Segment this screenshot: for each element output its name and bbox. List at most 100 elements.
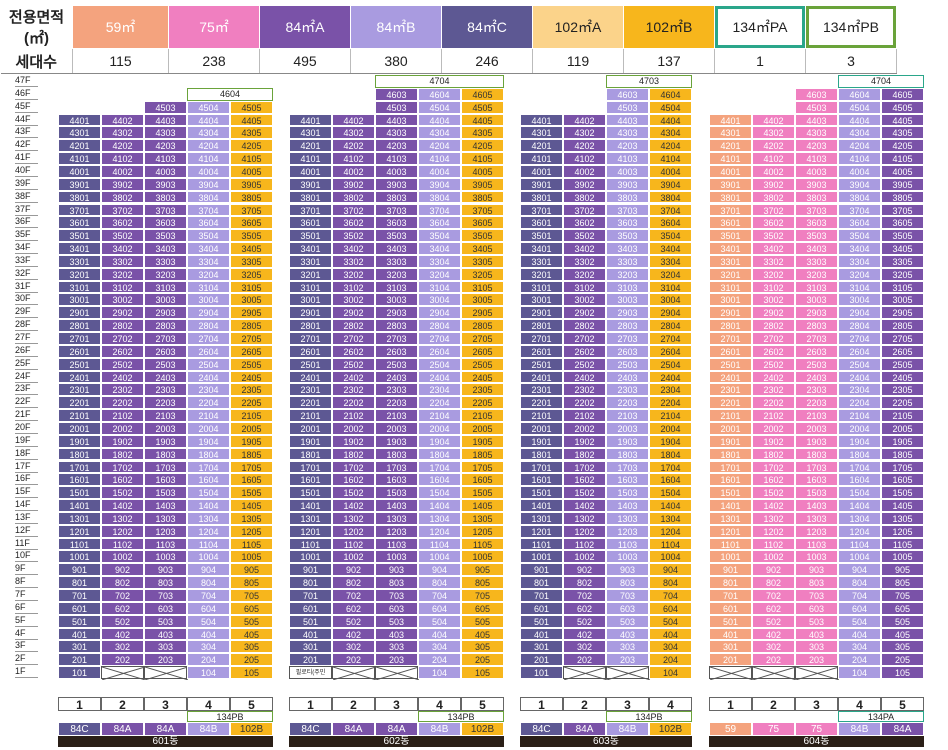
unit-cell: 2804 <box>838 319 881 332</box>
unit-cell: 3204 <box>838 267 881 281</box>
unit-cell: 4304 <box>187 126 230 140</box>
unit-cell: 1104 <box>838 537 881 551</box>
unit-cell: 604 <box>838 601 881 615</box>
unit-cell: 2004 <box>418 421 461 435</box>
unit-cell: 3103 <box>375 280 418 294</box>
unit-cell: 3404 <box>187 242 230 255</box>
unit-cell: 1501 <box>58 486 101 500</box>
unit-cell: 2004 <box>187 421 230 435</box>
unit-cell: 3504 <box>418 229 461 243</box>
unit-cell: 503 <box>795 614 838 628</box>
unit-cell: 4303 <box>606 126 649 140</box>
unit-cell: 4103 <box>375 152 418 165</box>
unit-cell: 4401 <box>289 113 332 127</box>
unit-cell: 702 <box>332 589 375 602</box>
unit-cell: 3501 <box>58 229 101 243</box>
unit-cell: 1601 <box>58 473 101 487</box>
pilotis-community-cell: 필로티(주민 <box>289 666 332 679</box>
unit-cell: 4003 <box>144 164 187 178</box>
unit-cell: 504 <box>838 614 881 628</box>
unit-cell: 2701 <box>58 332 101 345</box>
unit-cell: 101 <box>58 666 101 679</box>
unit-cell: 3005 <box>881 293 924 307</box>
unit-cell: 2202 <box>752 396 795 410</box>
floor-label: 24F <box>15 370 31 381</box>
unit-cell: 1404 <box>838 499 881 512</box>
unit-cell: 503 <box>606 614 649 628</box>
unit-cell: 4302 <box>563 126 606 140</box>
unit-cell: 1603 <box>606 473 649 487</box>
line-number: 3 <box>606 697 649 712</box>
unit-cell: 1005 <box>881 550 924 564</box>
unit-cell: 2103 <box>375 409 418 422</box>
unit-cell: 3905 <box>230 177 273 191</box>
unit-cell: 2902 <box>332 306 375 320</box>
unit-cell: 1503 <box>375 486 418 500</box>
unit-cell: 303 <box>606 640 649 654</box>
unit-cell: 4505 <box>881 100 924 114</box>
unit-cell: 405 <box>461 627 504 641</box>
unit-cell: 303 <box>375 640 418 654</box>
unit-cell: 1403 <box>144 499 187 512</box>
unit-cell: 3701 <box>289 203 332 217</box>
unit-cell: 601 <box>520 601 563 615</box>
floor-label: 30F <box>15 293 31 304</box>
legend-type-4: 84㎡B <box>350 5 442 49</box>
unit-cell: 2602 <box>101 344 144 358</box>
floor-label: 18F <box>15 447 31 458</box>
unit-cell: 1305 <box>230 511 273 525</box>
unit-cell: 1002 <box>332 550 375 564</box>
unit-cell: 1203 <box>795 524 838 538</box>
legend-type-2: 75㎡ <box>168 5 260 49</box>
unit-type-label: 84A <box>563 722 606 736</box>
unit-cell: 403 <box>606 627 649 641</box>
unit-cell: 2301 <box>58 383 101 397</box>
unit-cell: 2504 <box>418 357 461 371</box>
legend-type-3: 84㎡A <box>259 5 351 49</box>
unit-cell: 2901 <box>709 306 752 320</box>
unit-cell: 1705 <box>881 460 924 474</box>
unit-cell: 1104 <box>418 537 461 551</box>
floor-label: 8F <box>15 576 26 587</box>
unit-cell: 1403 <box>795 499 838 512</box>
unit-cell: 1404 <box>187 499 230 512</box>
unit-cell: 4505 <box>230 100 273 114</box>
unit-cell: 2705 <box>230 332 273 345</box>
unit-cell: 1302 <box>752 511 795 525</box>
unit-cell: 3705 <box>461 203 504 217</box>
unit-cell: 2203 <box>795 396 838 410</box>
unit-cell: 2002 <box>332 421 375 435</box>
unit-cell: 3304 <box>418 254 461 268</box>
unit-cell: 4105 <box>881 152 924 165</box>
unit-cell: 1803 <box>375 447 418 461</box>
unit-cell: 1101 <box>709 537 752 551</box>
unit-cell: 3704 <box>649 203 692 217</box>
unit-cell: 2304 <box>838 383 881 397</box>
unit-cell: 703 <box>606 589 649 602</box>
unit-cell: 2701 <box>520 332 563 345</box>
legend-count-6: 119 <box>532 48 624 74</box>
unit-cell: 3605 <box>461 216 504 230</box>
unit-cell: 1505 <box>881 486 924 500</box>
unit-cell: 2101 <box>58 409 101 422</box>
unit-cell: 605 <box>461 601 504 615</box>
floor-label: 34F <box>15 242 31 253</box>
unit-cell: 1304 <box>838 511 881 525</box>
unit-cell: 1101 <box>58 537 101 551</box>
unit-cell: 605 <box>881 601 924 615</box>
unit-cell: 3205 <box>881 267 924 281</box>
unit-cell: 3004 <box>649 293 692 307</box>
unit-cell: 1704 <box>838 460 881 474</box>
unit-cell: 2101 <box>520 409 563 422</box>
unit-cell: 4101 <box>520 152 563 165</box>
unit-cell: 201 <box>520 653 563 667</box>
unit-cell: 2204 <box>187 396 230 410</box>
floor-label: 13F <box>15 511 31 522</box>
unit-cell: 3504 <box>649 229 692 243</box>
unit-cell: 4303 <box>144 126 187 140</box>
unit-cell: 1804 <box>187 447 230 461</box>
legend-count-5: 246 <box>441 48 533 74</box>
unit-cell: 1305 <box>881 511 924 525</box>
unit-cell: 3803 <box>795 190 838 204</box>
unit-cell: 4504 <box>838 100 881 114</box>
